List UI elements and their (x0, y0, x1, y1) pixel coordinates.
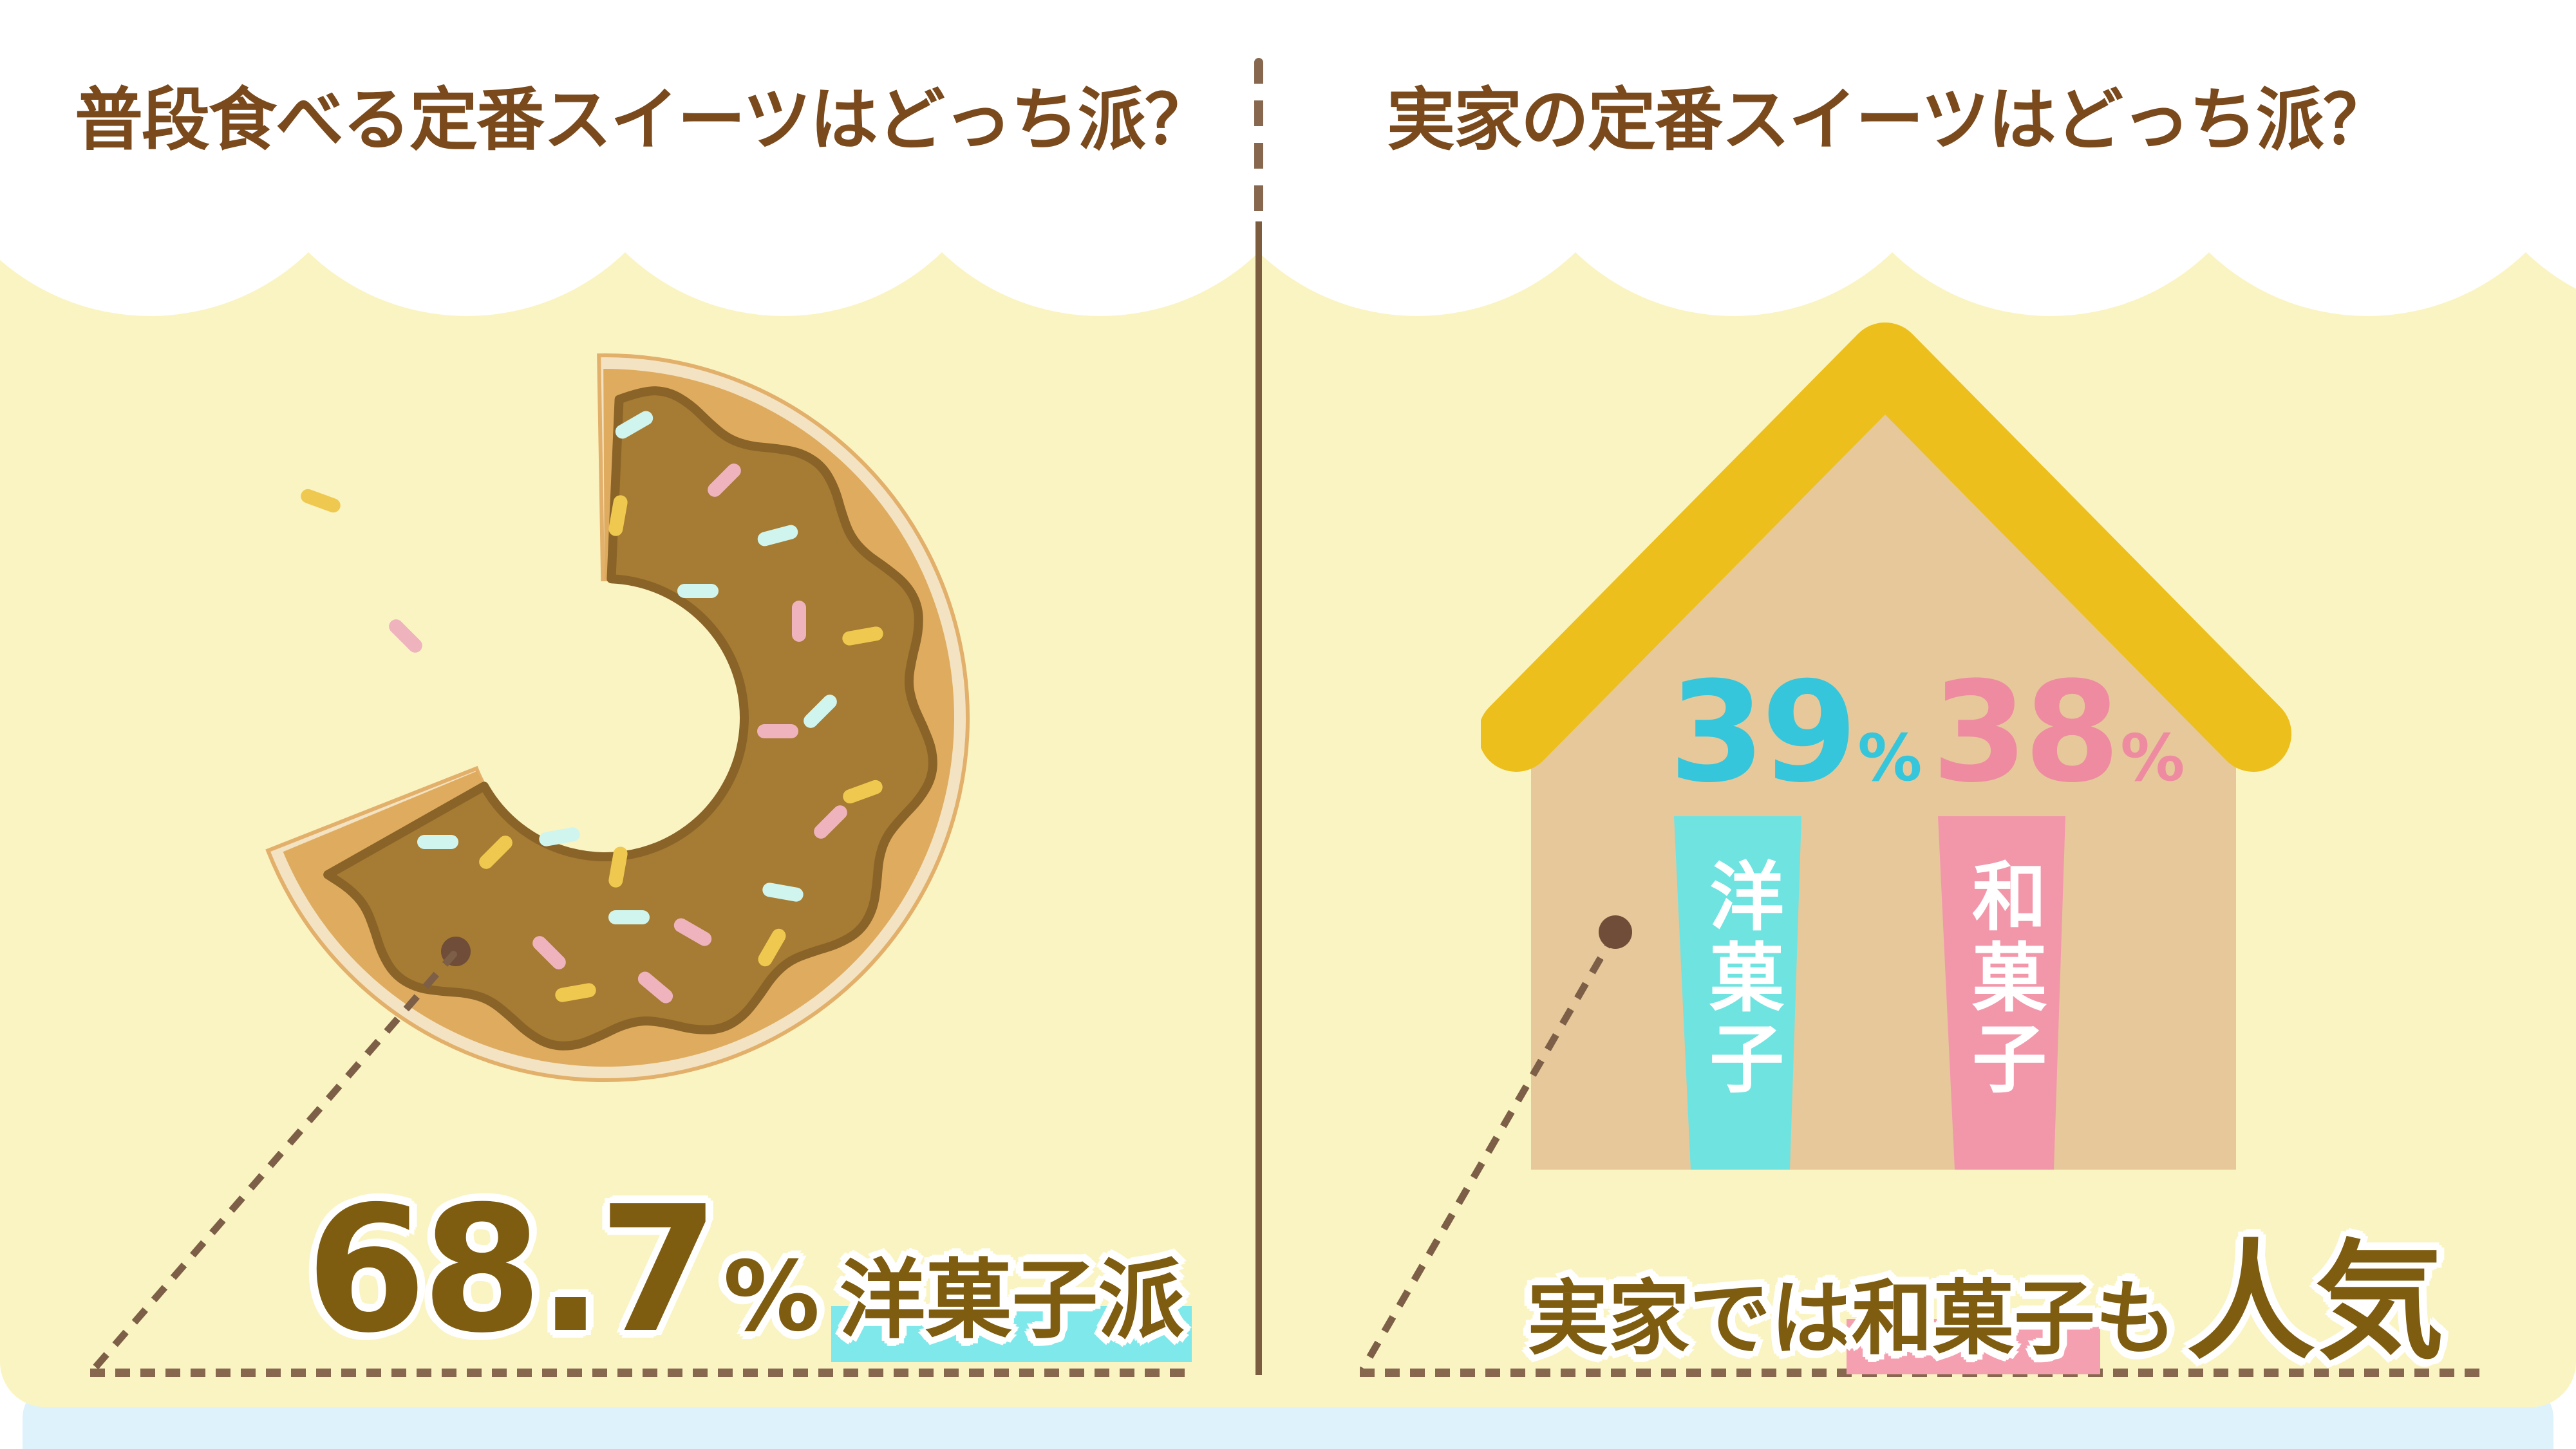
value-wagashi: 38 % (1932, 663, 2185, 801)
cloud-scallop-border (0, 0, 2576, 316)
sprinkle (608, 846, 628, 888)
caption-highlighted-word: 和菓子 (1847, 1271, 2100, 1374)
bar-label-yogashi: 洋菓子 (1697, 857, 1783, 1101)
house-illustration (1481, 323, 2291, 1170)
sprinkle (762, 883, 804, 902)
left-stat: 68.7 % 洋菓子派 (306, 1168, 1192, 1371)
left-panel-title: 普段食べる定番スイーツはどっち派？ (75, 80, 1213, 160)
sprinkle (842, 626, 883, 646)
sprinkle (539, 827, 580, 846)
sprinkle (608, 910, 650, 924)
donut-illustration (265, 353, 970, 1082)
sprinkle (608, 495, 628, 536)
stat-unit: % (723, 1241, 820, 1353)
sprinkle (804, 695, 837, 728)
value-yogashi: 39 % (1669, 663, 1922, 801)
stat-label-highlighted: 洋菓子派 (831, 1250, 1192, 1363)
caption-prefix: 実家では (1527, 1271, 1852, 1366)
divider-dashed-top (1254, 58, 1263, 223)
donut-glaze (323, 386, 937, 1051)
sprinkle (417, 835, 458, 849)
right-panel-title: 実家の定番スイーツはどっち派？ (1387, 80, 2391, 160)
sprinkle (673, 918, 712, 946)
sprinkle (677, 584, 719, 598)
sprinkle (637, 971, 673, 1004)
caption-emphasis: 人気 (2186, 1228, 2445, 1378)
sprinkle (479, 836, 512, 869)
sprinkle (708, 463, 741, 497)
sprinkle (792, 601, 806, 642)
divider-line (1255, 221, 1262, 1375)
sprinkle (389, 619, 422, 653)
sprinkle (615, 411, 653, 439)
sprinkle (532, 936, 566, 969)
bar-label-wagashi: 和菓子 (1959, 857, 2046, 1101)
sprinkle (757, 525, 798, 547)
sprinkle (843, 780, 883, 804)
value-yogashi-number: 39 (1669, 651, 1857, 813)
sprinkle (555, 983, 596, 1002)
sprinkle (757, 724, 798, 738)
house-roof (1481, 323, 2291, 772)
baseline-dashed-left (90, 1369, 1192, 1377)
crumb-dot-right (1599, 915, 1632, 949)
sprinkle (301, 489, 341, 513)
value-wagashi-unit: % (2120, 720, 2185, 796)
value-wagashi-number: 38 (1932, 651, 2120, 813)
bar-wagashi (1938, 816, 2065, 1170)
stat-value: 68.7 (306, 1168, 719, 1371)
sprinkle (758, 928, 786, 967)
value-yogashi-unit: % (1857, 720, 1923, 796)
sprinkle (814, 805, 847, 839)
caption-suffix: も (2095, 1271, 2176, 1366)
right-caption: 実家では 和菓子 も 人気 (1527, 1228, 2445, 1378)
bar-yogashi (1674, 816, 1801, 1170)
